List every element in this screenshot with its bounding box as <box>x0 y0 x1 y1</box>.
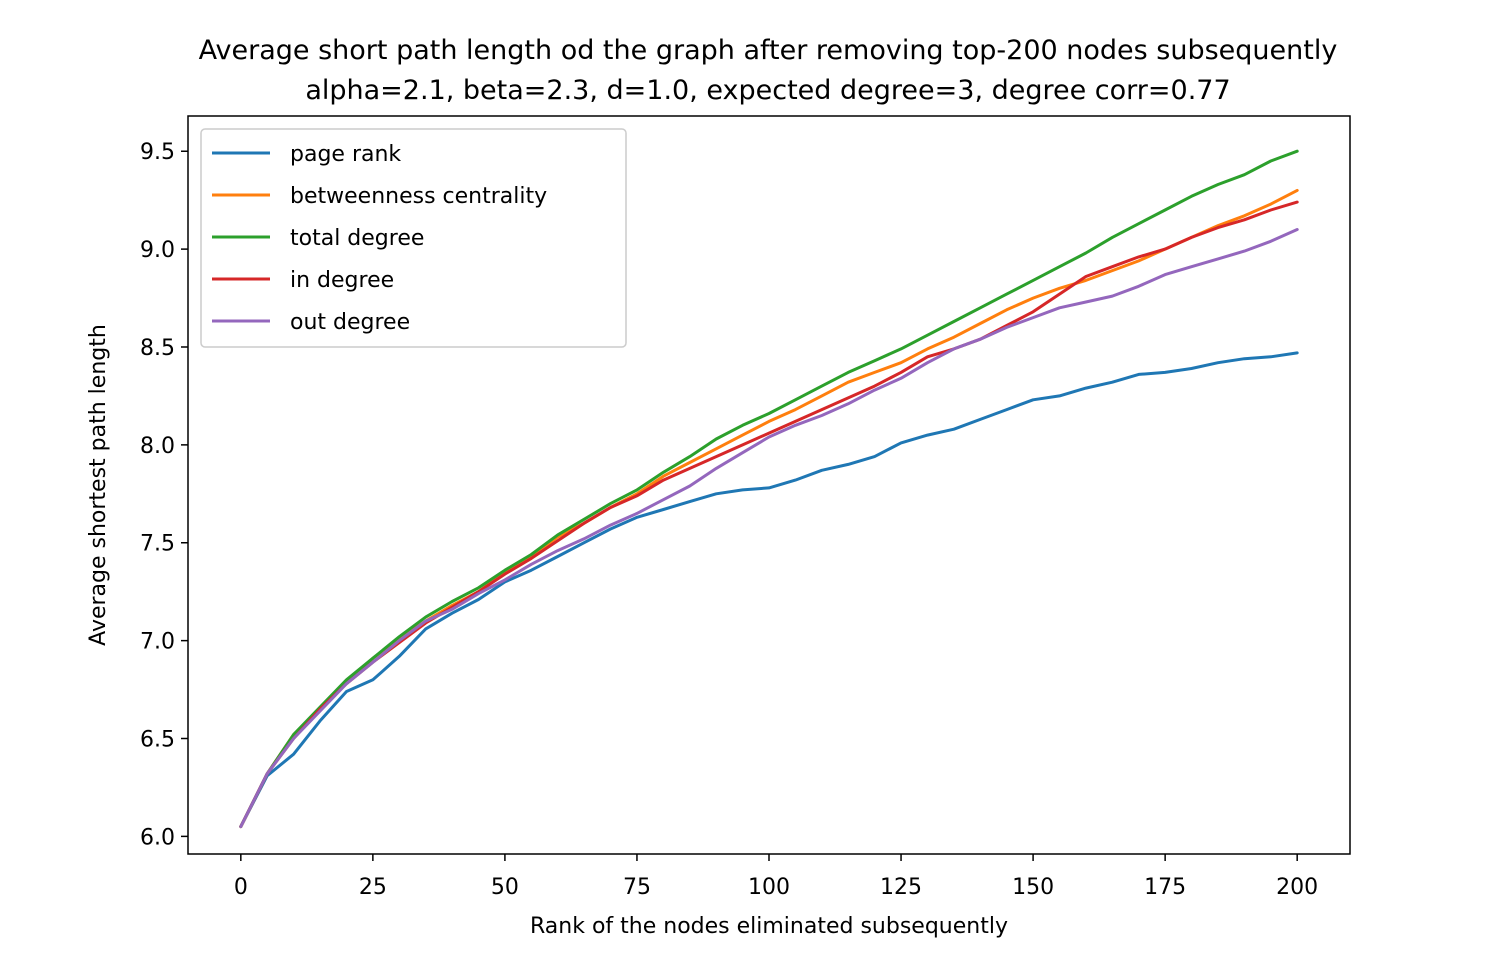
chart-title: Average short path length od the graph a… <box>199 35 1338 66</box>
x-tick-label: 150 <box>1012 875 1054 900</box>
legend-box <box>200 128 627 348</box>
x-tick-label: 0 <box>234 875 248 900</box>
x-axis-label: Rank of the nodes eliminated subsequentl… <box>530 914 1008 939</box>
y-tick-label: 9.0 <box>140 238 175 263</box>
x-axis: 0 25 50 75 100 125 150 175 200 <box>234 854 1318 900</box>
x-tick-label: 100 <box>748 875 790 900</box>
x-tick-label: 200 <box>1276 875 1318 900</box>
y-axis: 6.0 6.5 7.0 7.5 8.0 8.5 9.0 9.5 <box>140 140 188 850</box>
y-tick-label: 6.5 <box>140 728 175 753</box>
x-tick-label: 50 <box>491 875 519 900</box>
y-tick-label: 7.0 <box>140 630 175 655</box>
series-line-page-rank <box>239 351 1299 829</box>
x-tick-label: 125 <box>880 875 922 900</box>
x-tick-label: 25 <box>359 875 387 900</box>
series-line-out-degree <box>239 228 1299 829</box>
x-tick-label: 75 <box>623 875 651 900</box>
y-axis-label: Average shortest path length <box>86 324 111 646</box>
y-tick-label: 9.5 <box>140 140 175 165</box>
legend: page rank betweenness centrality total deg… <box>200 128 627 348</box>
x-tick-label: 175 <box>1144 875 1186 900</box>
legend-label: out degree <box>290 310 410 335</box>
y-tick-label: 7.5 <box>140 532 175 557</box>
series-layer <box>239 149 1299 829</box>
y-tick-label: 6.0 <box>140 825 175 850</box>
series-line-total-degree <box>239 149 1299 829</box>
series-line-in-degree <box>239 200 1299 829</box>
legend-label: in degree <box>290 268 394 293</box>
y-tick-label: 8.0 <box>140 434 175 459</box>
legend-label: betweenness centrality <box>290 184 547 209</box>
y-tick-label: 8.5 <box>140 336 175 361</box>
legend-label: page rank <box>290 142 401 167</box>
chart-subtitle: alpha=2.1, beta=2.3, d=1.0, expected deg… <box>305 75 1230 106</box>
legend-label: total degree <box>290 226 424 251</box>
